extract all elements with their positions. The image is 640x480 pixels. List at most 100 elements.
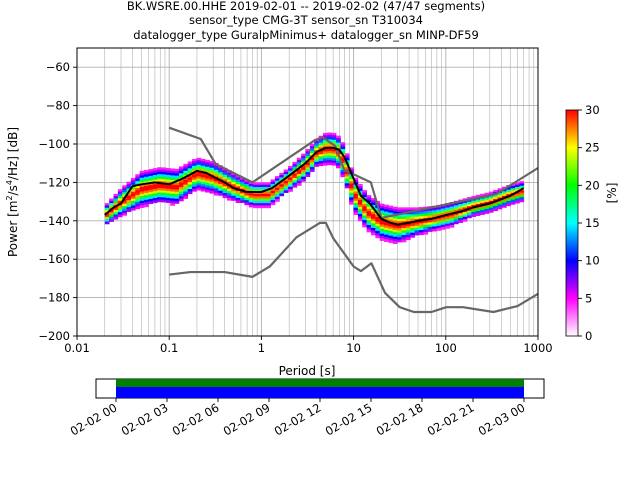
psd-cell [192, 188, 197, 192]
psd-cell [375, 221, 381, 225]
psd-cell [436, 214, 442, 217]
psd-cell [401, 230, 407, 234]
psd-cell [174, 171, 180, 174]
psd-cell [493, 208, 498, 212]
psd-cell [161, 167, 167, 171]
psd-cell [139, 175, 145, 179]
psd-cell [466, 208, 472, 212]
psd-cell [475, 199, 481, 203]
psd-cell [196, 167, 202, 170]
psd-cell [314, 152, 319, 156]
psd-cell [370, 230, 376, 233]
psd-cell [231, 188, 237, 192]
psd-cell [126, 206, 132, 210]
psd-cell [418, 230, 424, 233]
psd-cell [418, 207, 424, 210]
psd-cell [423, 208, 429, 212]
psd-cell [152, 177, 158, 181]
psd-cell [370, 225, 376, 229]
psd-cell [170, 184, 175, 188]
y-tick-label: −180 [38, 291, 70, 305]
psd-cell [449, 222, 455, 226]
psd-cell [248, 204, 254, 208]
psd-cell [196, 157, 202, 161]
psd-cell [231, 179, 237, 183]
psd-cell [410, 230, 416, 234]
psd-cell [130, 177, 136, 181]
psd-cell [336, 165, 341, 169]
psd-cell [235, 193, 241, 197]
psd-cell [226, 172, 232, 176]
psd-cell [301, 176, 306, 180]
psd-cell [148, 182, 154, 186]
psd-cell [187, 189, 193, 192]
psd-cell [388, 231, 394, 234]
psd-cell [388, 226, 394, 230]
psd-cell [126, 202, 132, 206]
psd-cell [240, 197, 245, 201]
psd-cell [488, 209, 494, 213]
psd-cell [423, 215, 429, 219]
psd-cell [266, 198, 271, 202]
psd-cell [130, 194, 136, 197]
psd-cell [440, 217, 446, 221]
psd-cell [261, 182, 267, 186]
psd-cell [144, 186, 149, 189]
psd-cell [370, 216, 376, 220]
psd-cell [192, 161, 197, 164]
psd-cell [392, 229, 398, 233]
psd-cell [170, 191, 175, 195]
psd-cell [493, 194, 498, 198]
psd-cell [466, 201, 472, 205]
psd-cell [165, 170, 171, 173]
psd-cell [423, 220, 429, 224]
psd-cell [218, 183, 223, 187]
psd-cell [423, 225, 429, 228]
psd-cell [130, 203, 136, 206]
psd-cell [375, 214, 381, 218]
psd-cell [340, 160, 346, 164]
psd-cell [388, 237, 394, 241]
psd-cell [296, 178, 302, 182]
psd-cell [388, 233, 394, 237]
psd-cell [362, 203, 367, 207]
psd-cell [261, 191, 267, 195]
psd-cell [427, 208, 433, 212]
psd-cell [209, 165, 215, 169]
psd-cell [401, 235, 407, 238]
psd-cell [205, 189, 210, 193]
psd-cell [161, 178, 167, 182]
psd-cell [266, 189, 271, 193]
psd-cell [192, 168, 197, 171]
psd-cell [379, 219, 385, 223]
psd-cell [135, 178, 141, 182]
psd-cell [353, 203, 359, 206]
psd-cell [357, 216, 363, 219]
psd-cell [218, 186, 223, 189]
psd-cell [248, 200, 254, 203]
psd-cell [196, 171, 202, 175]
psd-cell [410, 232, 416, 236]
psd-cell [170, 189, 175, 192]
psd-cell [301, 169, 306, 173]
psd-cell [226, 188, 232, 192]
psd-cell [292, 173, 298, 177]
psd-cell [231, 191, 237, 194]
psd-cell [471, 207, 477, 211]
psd-cell [327, 155, 333, 159]
psd-cell [506, 196, 512, 200]
psd-cell [349, 192, 354, 196]
psd-cell [187, 170, 193, 174]
psd-cell [183, 170, 189, 174]
psd-cell [418, 216, 424, 219]
y-label-part-3: /Hz] [dB] [6, 127, 20, 180]
psd-cell [414, 207, 420, 211]
psd-cell [510, 188, 516, 191]
psd-cell [418, 225, 424, 229]
psd-cell [279, 184, 285, 187]
psd-cell [196, 162, 202, 166]
psd-cell [453, 205, 459, 209]
psd-cell [427, 226, 433, 230]
psd-cell [427, 229, 433, 232]
psd-cell [135, 206, 141, 210]
